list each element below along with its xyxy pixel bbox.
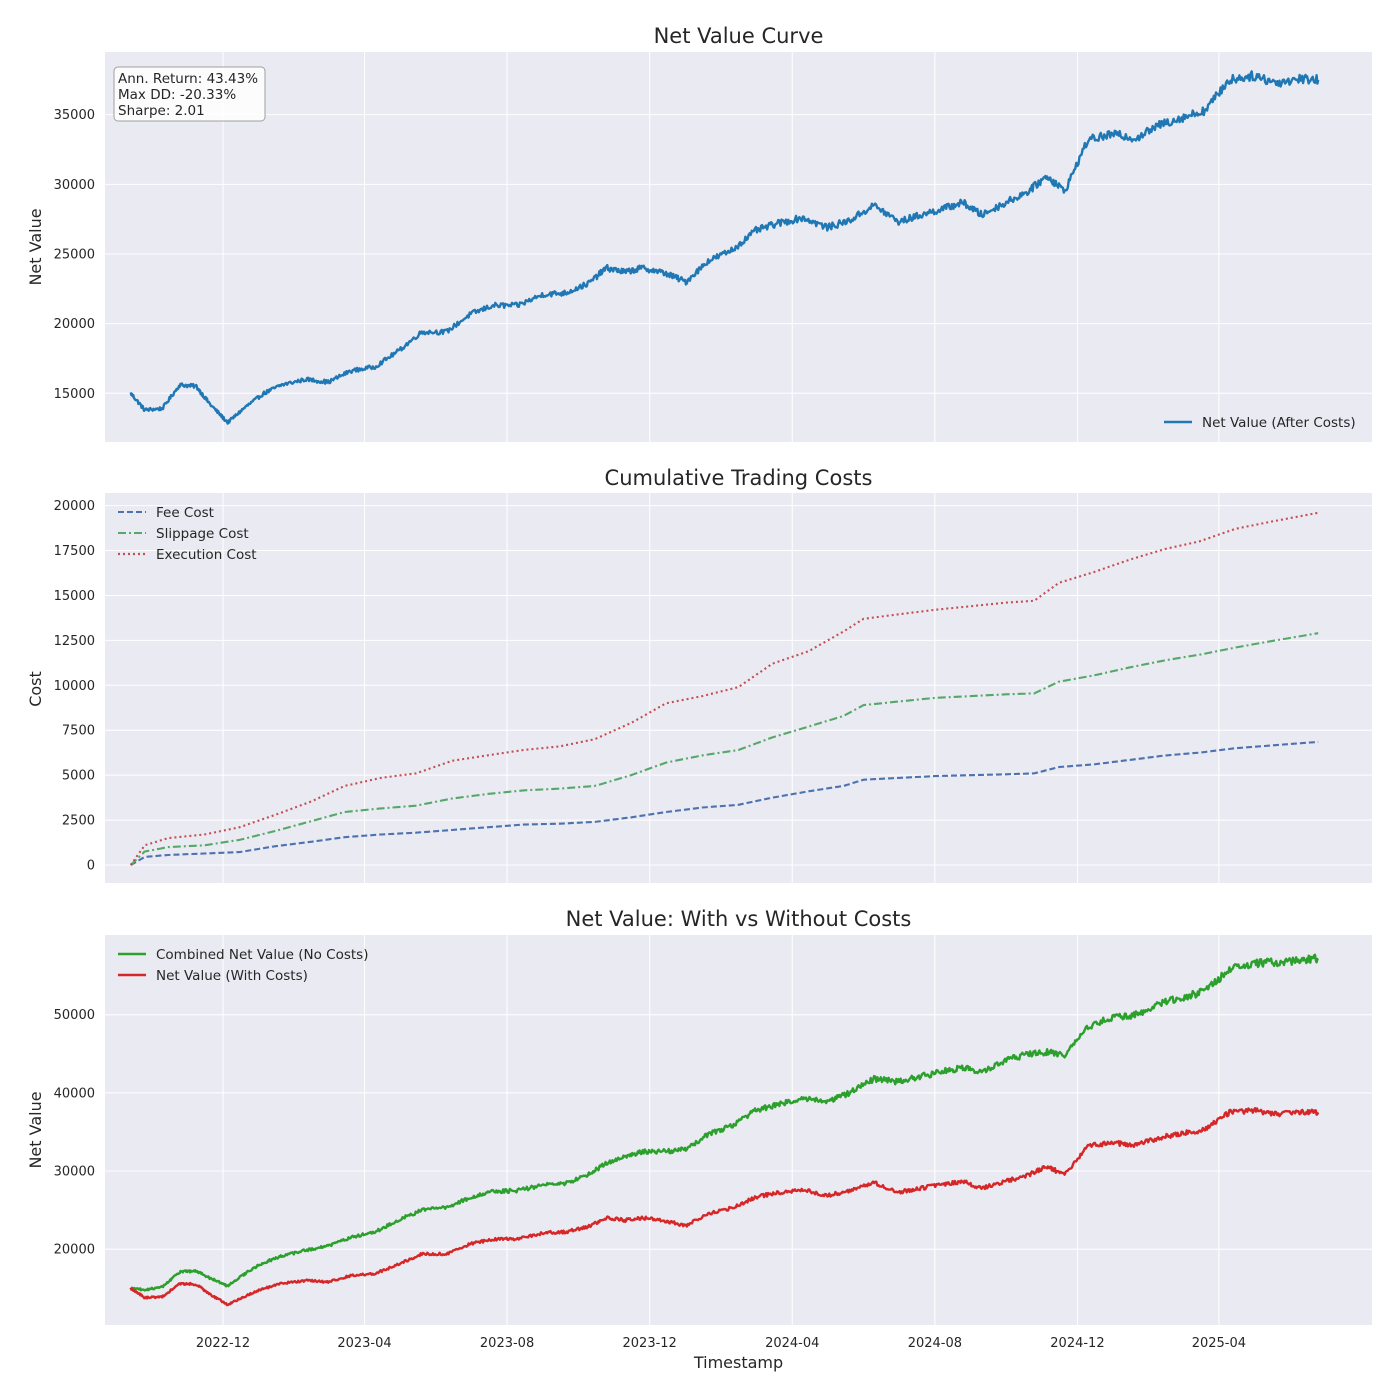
series-line-net-value-after-costs xyxy=(129,70,1320,425)
series-layer-3 xyxy=(129,953,1320,1307)
y-ticks-2: 0 2500 5000 7500 10000 12500 15000 17500 20000 xyxy=(54,499,95,873)
gridlines-1 xyxy=(105,52,1372,442)
x-tick-label: 2023-12 xyxy=(623,1336,677,1351)
y-axis-label-3: Net Value xyxy=(26,1091,45,1168)
gridlines-2 xyxy=(105,493,1372,883)
x-axis-label: Timestamp xyxy=(693,1353,783,1372)
legend-label-combined-net-value: Combined Net Value (No Costs) xyxy=(156,947,368,963)
y-tick-label: 30000 xyxy=(54,178,95,193)
y-tick-label: 5000 xyxy=(62,769,95,784)
x-ticks-3: 2022-12 2023-04 2023-08 2023-12 2024-04 2024-… xyxy=(196,1336,1246,1351)
y-ticks-3: 20000 30000 40000 50000 xyxy=(54,1008,95,1257)
y-tick-label: 30000 xyxy=(54,1165,95,1180)
legend-label-net-value-after-costs: Net Value (After Costs) xyxy=(1202,415,1356,431)
legend-label-net-value-with-costs: Net Value (With Costs) xyxy=(156,968,308,984)
y-tick-label: 15000 xyxy=(54,589,95,604)
series-line-combined-net-value-no-costs xyxy=(129,953,1319,1292)
panel-net-value-curve: 15000 20000 25000 30000 35000 Net Value Curv… xyxy=(26,24,1372,442)
stats-box: Ann. Return: 43.43% Max DD: -20.33% Shar… xyxy=(113,66,266,122)
plot-area-2 xyxy=(105,493,1372,883)
y-tick-label: 0 xyxy=(87,859,95,874)
panel-net-value-comparison: 20000 30000 40000 50000 2022-12 2023-04 2023-… xyxy=(26,907,1372,1372)
x-tick-label: 2025-04 xyxy=(1192,1336,1246,1351)
chart-title-2: Cumulative Trading Costs xyxy=(605,466,873,490)
stats-box-frame xyxy=(113,66,266,122)
series-line-fee-cost xyxy=(130,740,1319,866)
legend-label-slippage-cost: Slippage Cost xyxy=(156,526,249,542)
x-tick-label: 2024-04 xyxy=(765,1336,819,1351)
series-line-slippage-cost xyxy=(129,632,1319,866)
y-tick-label: 35000 xyxy=(54,108,95,123)
chart-title-3: Net Value: With vs Without Costs xyxy=(566,907,912,931)
y-tick-label: 40000 xyxy=(54,1086,95,1101)
panel-cumulative-trading-costs: 0 2500 5000 7500 10000 12500 15000 17500 20000 C… xyxy=(26,466,1372,883)
chart-title-1: Net Value Curve xyxy=(654,24,824,48)
legend-label-fee-cost: Fee Cost xyxy=(156,505,214,521)
y-tick-label: 10000 xyxy=(54,679,95,694)
x-tick-label: 2024-08 xyxy=(908,1336,962,1351)
stats-max-drawdown: Max DD: -20.33% xyxy=(118,87,236,103)
legend-2: Fee Cost Slippage Cost Execution Cost xyxy=(118,505,257,563)
stats-sharpe: Sharpe: 2.01 xyxy=(118,103,205,119)
y-tick-label: 17500 xyxy=(54,544,95,559)
series-line-execution-cost xyxy=(129,511,1319,866)
stats-annual-return: Ann. Return: 43.43% xyxy=(118,71,258,87)
legend-3: Combined Net Value (No Costs) Net Value … xyxy=(118,947,368,984)
y-tick-label: 7500 xyxy=(62,724,95,739)
legend-1: Net Value (After Costs) xyxy=(1164,415,1356,431)
y-axis-label-2: Cost xyxy=(26,671,45,707)
x-tick-label: 2022-12 xyxy=(196,1336,250,1351)
y-tick-label: 25000 xyxy=(54,247,95,262)
legend-label-execution-cost: Execution Cost xyxy=(156,547,257,563)
y-tick-label: 20000 xyxy=(54,317,95,332)
series-layer-2 xyxy=(129,511,1319,866)
y-tick-label: 20000 xyxy=(54,499,95,514)
series-layer-1 xyxy=(129,70,1320,425)
y-tick-label: 20000 xyxy=(54,1243,95,1258)
y-tick-label: 15000 xyxy=(54,387,95,402)
y-ticks-1: 15000 20000 25000 30000 35000 xyxy=(54,108,95,402)
x-tick-label: 2023-08 xyxy=(480,1336,534,1351)
y-axis-label-1: Net Value xyxy=(26,208,45,285)
y-tick-label: 12500 xyxy=(54,634,95,649)
y-tick-label: 2500 xyxy=(62,814,95,829)
series-line-net-value-with-costs xyxy=(129,1107,1320,1307)
y-tick-label: 50000 xyxy=(54,1008,95,1023)
x-tick-label: 2023-04 xyxy=(337,1336,391,1351)
x-tick-label: 2024-12 xyxy=(1050,1336,1104,1351)
plot-area-3 xyxy=(105,935,1372,1325)
